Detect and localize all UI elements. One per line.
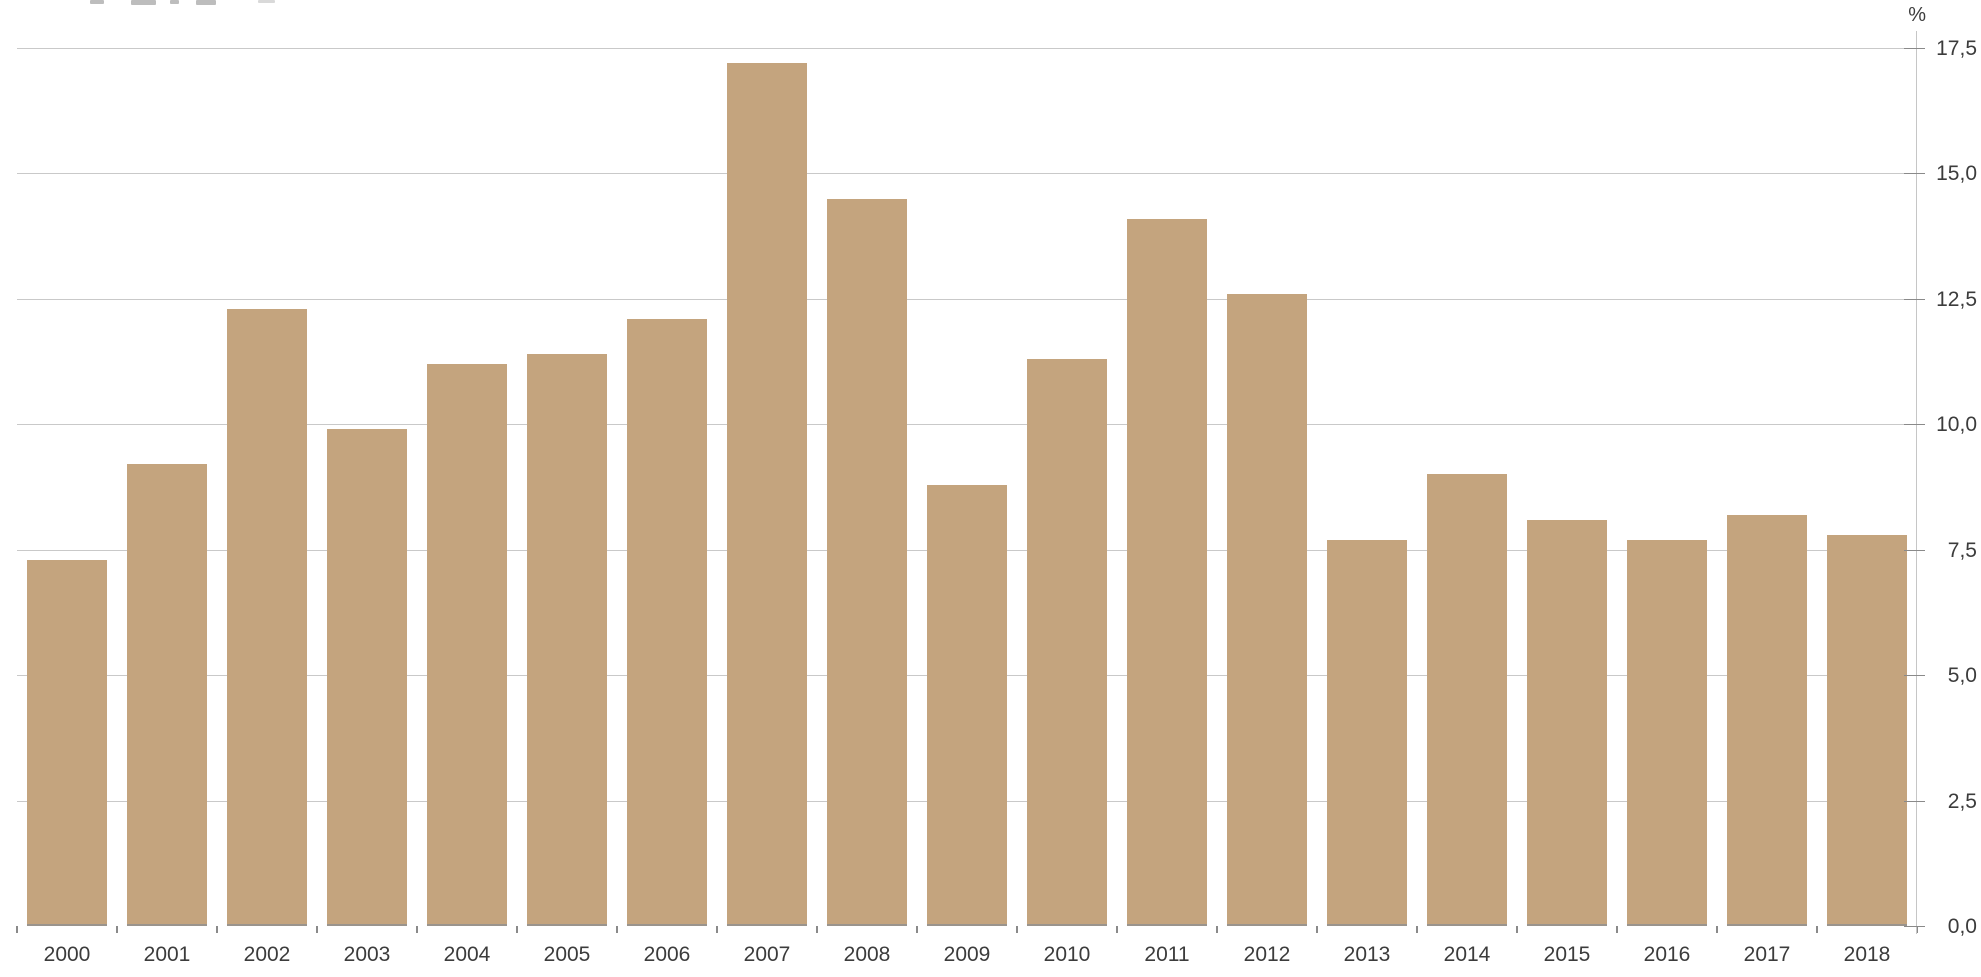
bar-2017[interactable] [1727, 514, 1807, 926]
bar-2009[interactable] [927, 484, 1007, 926]
x-axis-label-2018: 2018 [1843, 943, 1891, 966]
x-axis-label-2012: 2012 [1243, 943, 1291, 966]
plot-area: 2000 2001 2002 2003 2004 2005 2006 2007 2008 2009… [16, 0, 1918, 966]
bar-2000[interactable] [27, 559, 107, 926]
x-axis-label-2004: 2004 [443, 943, 491, 966]
x-axis-label-2002: 2002 [243, 943, 291, 966]
y-axis-label-12,5: 12,5 [1936, 287, 1977, 311]
x-axis-tick [916, 926, 918, 933]
x-axis-label-2017: 2017 [1743, 943, 1791, 966]
cropped-title-remnant-mark [90, 0, 104, 4]
x-axis-label-2001: 2001 [143, 943, 191, 966]
bar-2012[interactable] [1227, 293, 1307, 926]
x-axis-tick [616, 926, 618, 933]
bar-2015[interactable] [1527, 519, 1607, 926]
x-axis-label-2007: 2007 [743, 943, 791, 966]
cropped-title-remnant-mark [170, 0, 179, 4]
bar-2008[interactable] [827, 198, 907, 926]
y-axis-label-10,0: 10,0 [1936, 413, 1977, 437]
x-axis-label-2008: 2008 [843, 943, 891, 966]
bar-2005[interactable] [527, 354, 607, 926]
bar-2013[interactable] [1327, 539, 1407, 926]
y-axis-label-15,0: 15,0 [1936, 162, 1977, 186]
x-axis-tick [1616, 926, 1618, 933]
x-axis-tick [816, 926, 818, 933]
bar-2004[interactable] [427, 364, 507, 926]
cropped-title-remnant-mark [131, 0, 156, 5]
gridline-10 [17, 424, 1917, 426]
bar-2001[interactable] [127, 464, 207, 926]
bar-2014[interactable] [1427, 474, 1507, 926]
bar-2002[interactable] [227, 308, 307, 926]
y-axis-label-17,5: 17,5 [1936, 37, 1977, 60]
x-axis-tick [716, 926, 718, 933]
x-axis-tick [316, 926, 318, 933]
x-axis-label-2016: 2016 [1643, 943, 1691, 966]
x-axis-tick [516, 926, 518, 933]
x-axis-label-2014: 2014 [1443, 943, 1491, 966]
y-axis-label-7,5: 7,5 [1947, 538, 1977, 562]
gridline-12-5 [17, 298, 1917, 300]
x-axis-tick [216, 926, 218, 933]
bar-2011[interactable] [1127, 218, 1207, 926]
y-axis-tick-2,5 [1904, 800, 1925, 802]
x-axis-tick [1716, 926, 1718, 933]
x-axis-label-2005: 2005 [543, 943, 591, 966]
x-axis-label-2000: 2000 [43, 943, 91, 966]
y-axis-label-0,0: 0,0 [1947, 915, 1977, 938]
y-axis-unit-label: % [1908, 4, 1926, 26]
x-axis-label-2011: 2011 [1144, 943, 1190, 966]
x-axis-label-2013: 2013 [1343, 943, 1391, 966]
bar-2007[interactable] [727, 63, 807, 926]
cropped-title-remnant-mark [258, 0, 275, 3]
x-axis-label-2006: 2006 [643, 943, 691, 966]
x-axis-tick [1816, 926, 1818, 933]
x-axis-tick [1516, 926, 1518, 933]
gridline-15 [17, 173, 1917, 175]
x-axis-tick [1116, 926, 1118, 933]
x-axis-tick [416, 926, 418, 933]
x-axis-tick [116, 926, 118, 933]
y-axis-label-2,5: 2,5 [1947, 789, 1977, 813]
y-axis-tick-0,0 [1904, 926, 1925, 927]
y-axis-tick-12,5 [1904, 298, 1925, 300]
x-axis-tick [1316, 926, 1318, 933]
y-axis-label-5,0: 5,0 [1947, 664, 1977, 688]
y-axis-tick-7,5 [1904, 549, 1925, 551]
gridline-17-5 [17, 48, 1917, 49]
x-axis-label-2003: 2003 [343, 943, 391, 966]
bar-2018[interactable] [1827, 534, 1907, 926]
x-axis-tick [1216, 926, 1218, 933]
bar-2006[interactable] [627, 318, 707, 926]
bar-2003[interactable] [327, 429, 407, 926]
x-axis-label-2009: 2009 [943, 943, 991, 966]
y-axis-line [1916, 31, 1917, 934]
x-axis-label-2015: 2015 [1543, 943, 1591, 966]
cropped-title-remnant-mark [196, 0, 216, 5]
y-axis-tick-10,0 [1904, 424, 1925, 426]
bar-2016[interactable] [1627, 539, 1707, 926]
y-axis-tick-15,0 [1904, 173, 1925, 175]
x-axis-tick [1916, 926, 1918, 933]
y-axis-tick-17,5 [1904, 48, 1925, 49]
bar-2010[interactable] [1027, 359, 1107, 926]
x-axis-tick [1016, 926, 1018, 933]
x-axis-label-2010: 2010 [1043, 943, 1091, 966]
x-axis-tick [16, 926, 18, 933]
x-axis-tick [1416, 926, 1418, 933]
y-axis-tick-5,0 [1904, 675, 1925, 677]
